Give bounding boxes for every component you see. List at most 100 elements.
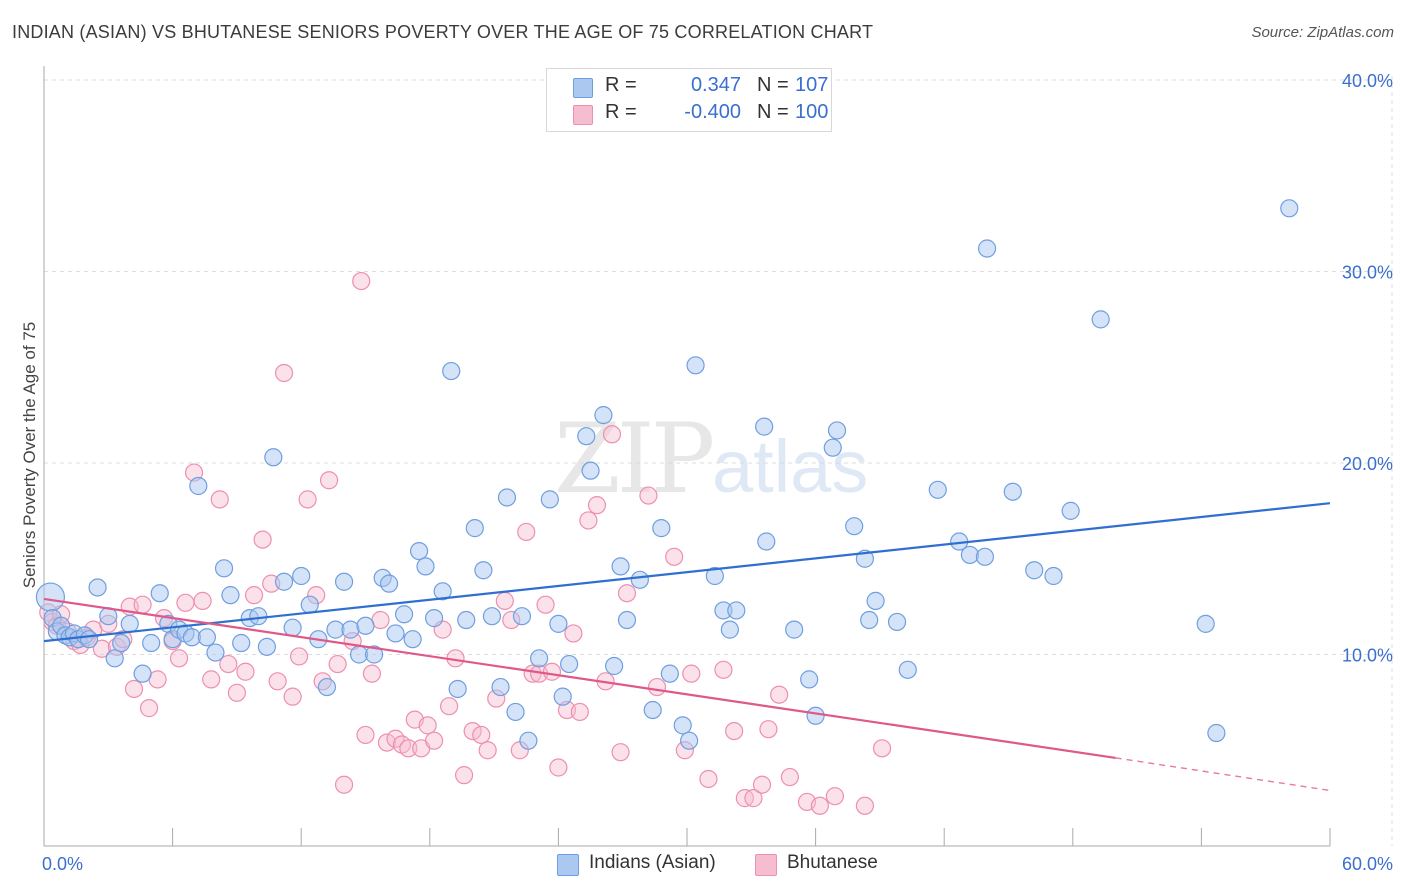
indians-asian-point (727, 601, 746, 620)
bhutanese-point (639, 486, 658, 505)
y-tick-label: 30.0% (1342, 263, 1393, 283)
indians-asian-point (660, 664, 679, 683)
indians-asian-point (274, 572, 294, 591)
legend-swatch-pink (573, 105, 593, 125)
legend-swatch-blue (573, 78, 593, 98)
bhutanese-point (579, 511, 598, 530)
indians-asian-point (519, 731, 538, 750)
watermark-zip: ZIP (554, 403, 713, 515)
bhutanese-point (92, 639, 111, 658)
indians-asian-point (977, 239, 997, 258)
indians-asian-point (630, 570, 649, 589)
bhutanese-point (463, 721, 482, 741)
chart-title: INDIAN (ASIAN) VS BHUTANESE SENIORS POVE… (12, 22, 874, 42)
indians-asian-point (403, 630, 422, 649)
indians-asian-point (264, 448, 283, 467)
indians-asian-point (386, 624, 405, 643)
indians-asian-point (465, 519, 484, 538)
indians-asian-point (512, 607, 532, 626)
x-tick-label-min: 0.0% (42, 854, 83, 874)
indians-asian-point (409, 541, 429, 561)
indians-asian-point (549, 614, 568, 633)
indians-asian-point (221, 586, 240, 605)
indians-asian-point (866, 591, 885, 610)
indians-asian-point (88, 578, 107, 597)
bhutanese-point (682, 664, 701, 683)
bhutanese-trendline (43, 597, 1116, 759)
indians-asian-point (317, 677, 337, 697)
bhutanese-point (478, 741, 497, 760)
indians-asian-point (823, 438, 842, 457)
indians-asian-point (433, 582, 452, 601)
bhutanese-point (424, 731, 444, 750)
legend-label-bhutanese: Bhutanese (787, 852, 878, 873)
indians-asian-point (249, 607, 268, 626)
indians-asian-point (1280, 199, 1299, 218)
bhutanese-point (744, 789, 763, 808)
indians-asian-point (560, 654, 579, 674)
bhutanese-point (202, 670, 221, 689)
indians-asian-point (757, 532, 776, 551)
bhutanese-points (39, 271, 892, 815)
indians-asian-point (112, 633, 131, 653)
bhutanese-point (169, 649, 189, 668)
indians-asian-point (960, 545, 980, 565)
indians-asian-point (643, 700, 662, 720)
bhutanese-point (356, 725, 375, 745)
indians-asian-point (577, 427, 596, 446)
bhutanese-point (454, 766, 474, 785)
indians-asian-point (827, 421, 847, 440)
bhutanese-point (714, 660, 733, 679)
bhutanese-point (352, 271, 371, 291)
indians-asian-trendline (43, 502, 1331, 643)
bhutanese-point (268, 672, 287, 691)
indians-asian-point (553, 687, 572, 706)
bhutanese-point (542, 662, 562, 681)
legend-swatch-pink (755, 854, 777, 876)
indians-asian-point (611, 557, 630, 576)
indians-asian-point (755, 417, 774, 436)
indians-asian-point (442, 361, 461, 381)
indians-asian-point (497, 488, 517, 507)
indians-asian-point (506, 702, 525, 722)
y-tick-label: 20.0% (1342, 454, 1393, 474)
indians-asian-point (860, 610, 879, 630)
indians-asian-point (720, 620, 739, 639)
bhutanese-point (517, 522, 536, 542)
bhutanese-point (602, 425, 622, 444)
tick-labels: 10.0% 20.0% 30.0% 40.0% 0.0% 60.0% (42, 71, 1393, 874)
correlation-legend: R = 0.347 N = 107 R = -0.400 N = 100 (546, 68, 832, 132)
bhutanese-point (176, 593, 195, 612)
indians-asian-point (705, 566, 724, 586)
bhutanese-trendline-extension (1115, 757, 1331, 792)
indians-asian-point (1207, 723, 1226, 743)
indians-asian-point (1003, 482, 1022, 501)
legend-n-label: N = (757, 101, 789, 123)
bhutanese-point (219, 654, 238, 674)
y-tick-label: 40.0% (1342, 71, 1393, 91)
bhutanese-point (439, 697, 459, 716)
indians-asian-point (491, 677, 510, 697)
indians-asian-point (482, 607, 502, 626)
bhutanese-point (236, 662, 255, 681)
indians-asian-point (364, 645, 384, 664)
x-tick-label-max: 60.0% (1342, 854, 1393, 874)
bhutanese-point (334, 775, 354, 794)
indians-asian-point (898, 660, 917, 679)
indians-asian-point (300, 595, 319, 614)
axes (43, 66, 1331, 847)
indians-asian-point (1196, 614, 1215, 633)
bhutanese-point (564, 624, 583, 643)
bhutanese-point (699, 769, 718, 789)
watermark: ZIP atlas (554, 403, 868, 515)
indians-asian-point (806, 706, 825, 725)
indians-asian-point (1044, 566, 1063, 586)
bhutanese-point (298, 490, 317, 509)
bhutanese-point (825, 787, 844, 806)
indians-asian-point (457, 610, 476, 630)
bhutanese-point (780, 767, 799, 787)
indians-asian-point (341, 620, 360, 639)
indians-asian-point (686, 356, 705, 375)
indians-asian-point (540, 490, 559, 509)
